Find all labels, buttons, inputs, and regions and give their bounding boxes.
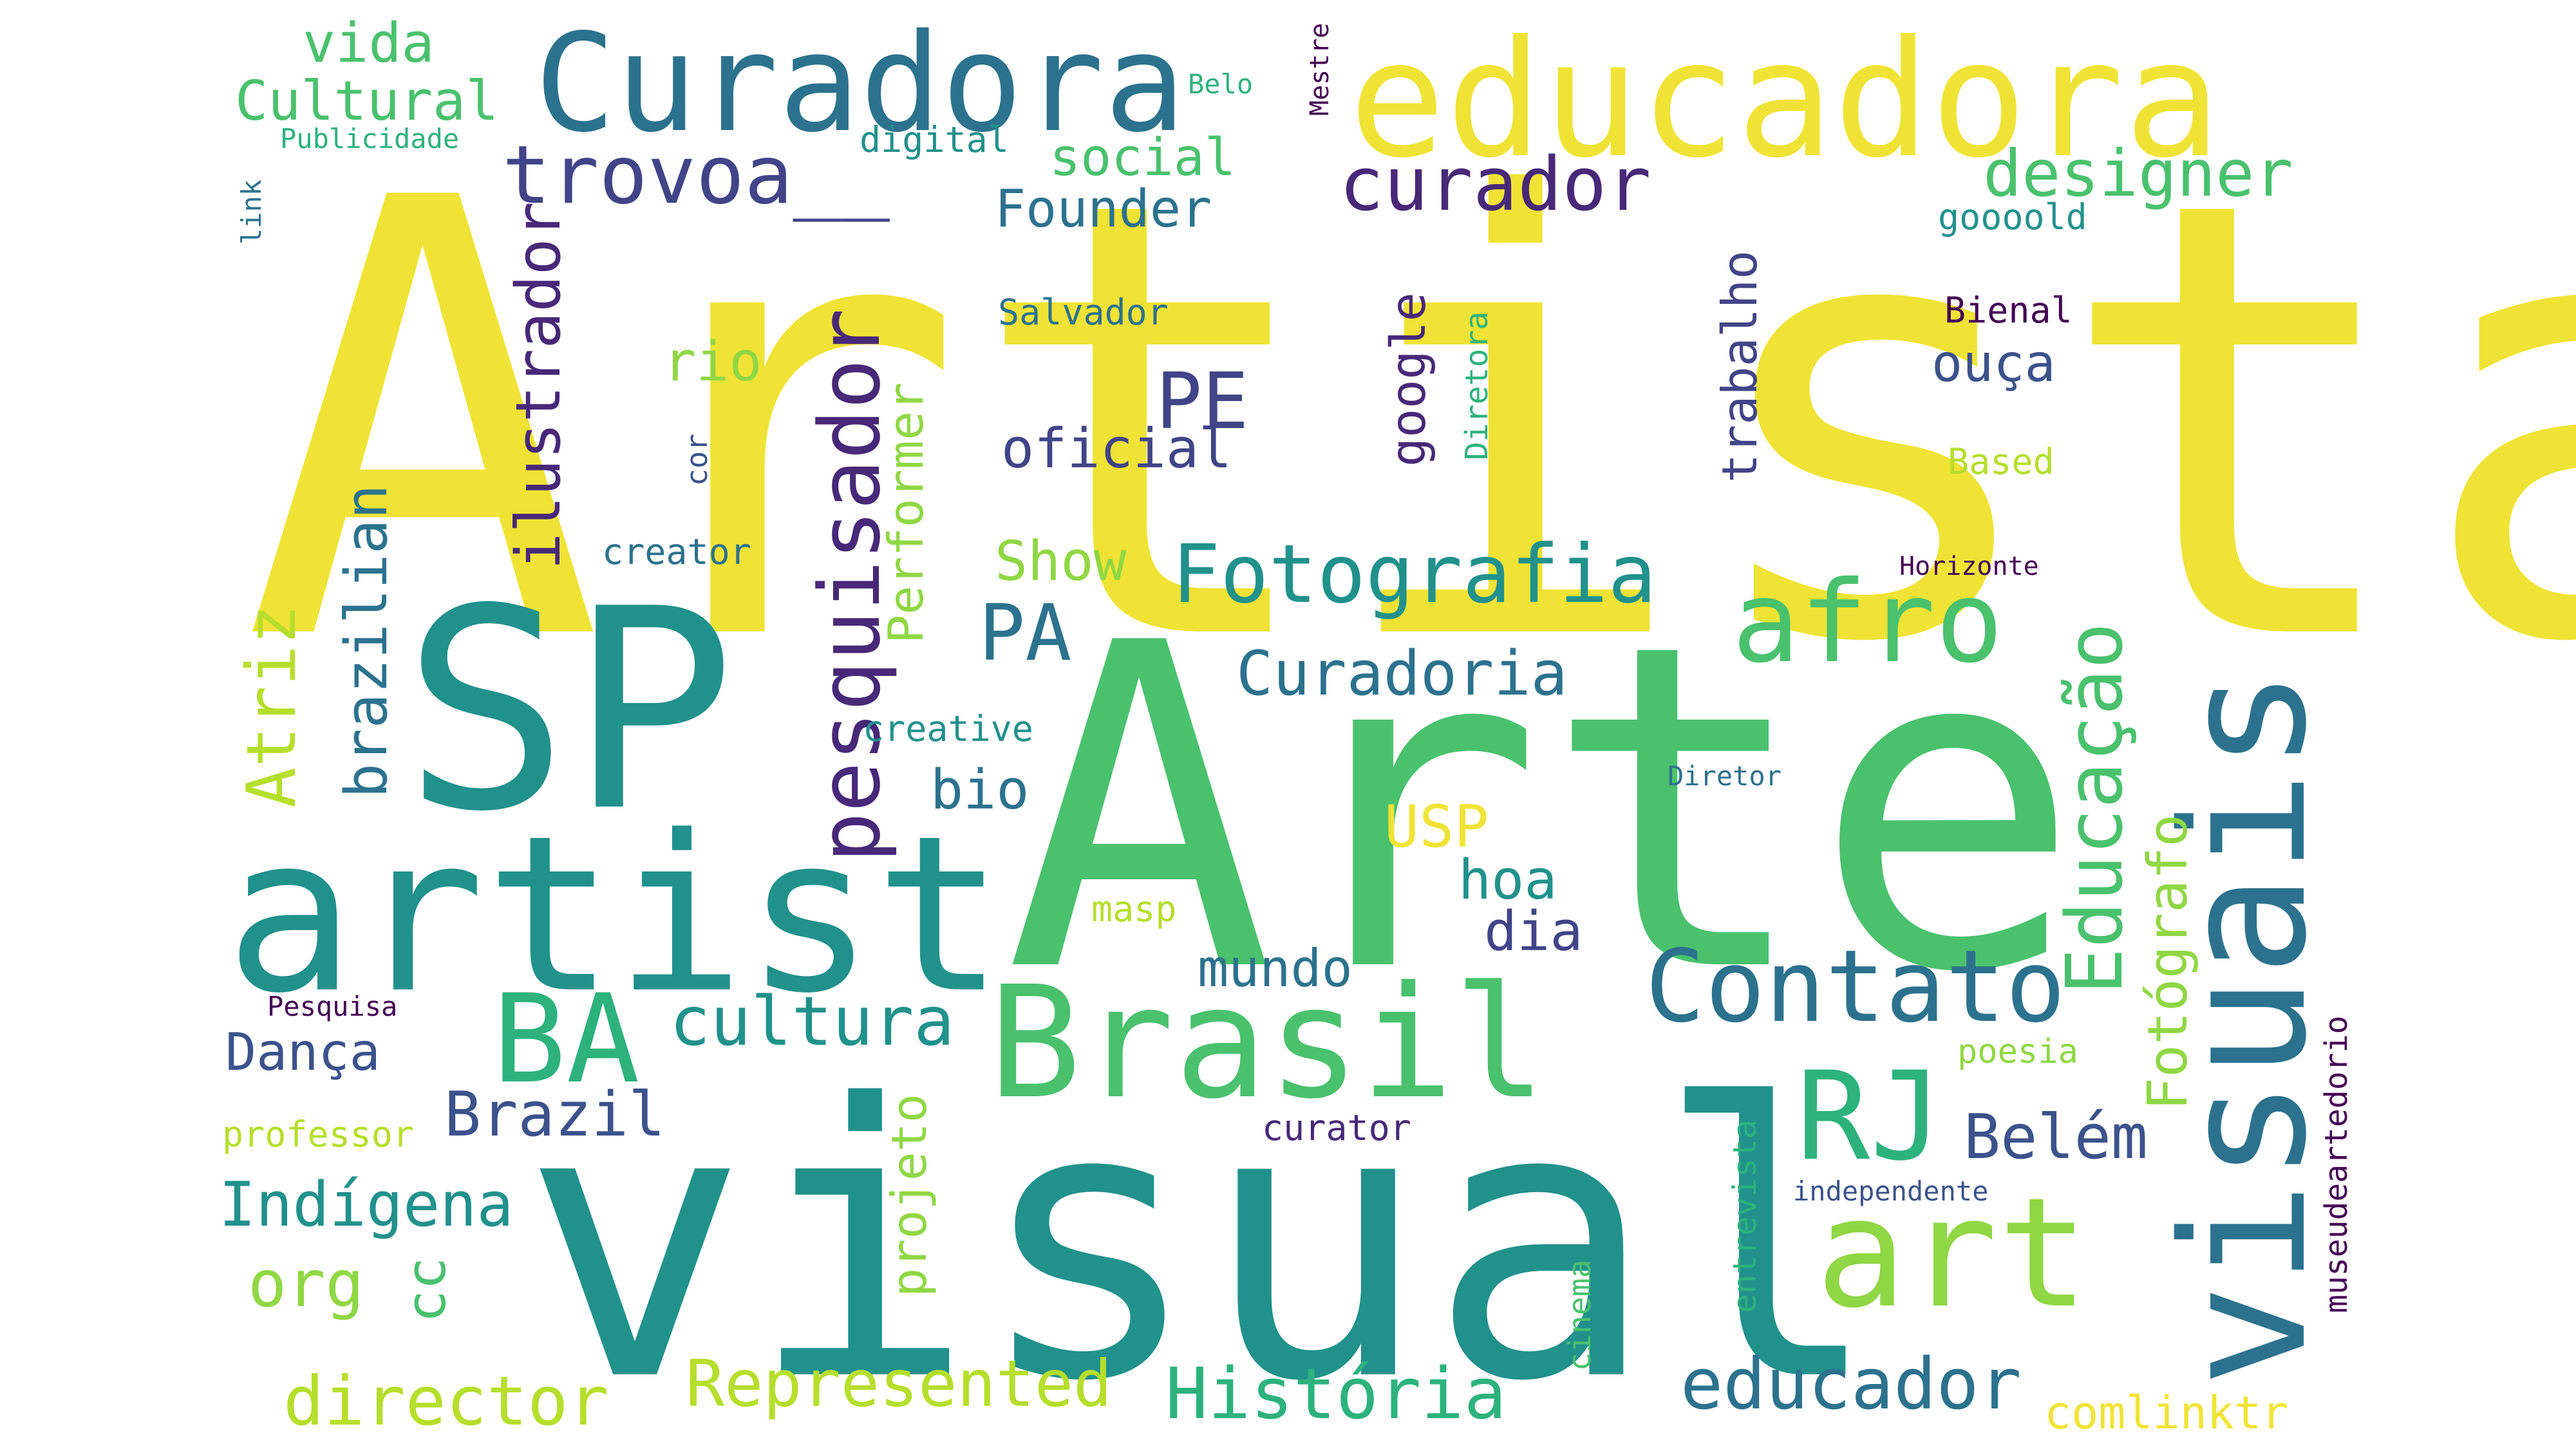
word-designer: designer — [1983, 136, 2293, 211]
word-art: art — [1816, 1166, 2089, 1341]
word-indigena: Indígena — [219, 1170, 514, 1240]
word-diretora: Diretora — [1459, 311, 1495, 460]
word-cultural: Cultural — [235, 70, 499, 133]
word-mestre: Mestre — [1305, 23, 1335, 117]
word-mundo: mundo — [1198, 939, 1353, 998]
word-cinema: cinema — [1562, 1259, 1598, 1371]
word-belem: Belém — [1964, 1102, 2148, 1173]
word-cor: cor — [680, 433, 714, 486]
word-professor: professor — [222, 1114, 415, 1155]
word-educador: educador — [1680, 1343, 2022, 1425]
word-curador: curador — [1339, 142, 1651, 228]
word-pesquisa: Pesquisa — [267, 991, 398, 1022]
word-educadora: educadora — [1349, 6, 2221, 193]
word-pe: PE — [1156, 357, 1249, 447]
word-arte: Arte — [1004, 549, 2082, 1070]
word-hoa: hoa — [1458, 848, 1557, 912]
word-founder: Founder — [995, 179, 1212, 239]
word-ba: BA — [493, 968, 640, 1110]
word-afro: afro — [1732, 557, 2004, 688]
word-rj: RJ — [1796, 1045, 1944, 1188]
word-fotografia: Fotografia — [1172, 528, 1657, 621]
word-oficial: oficial — [1001, 417, 1232, 481]
word-artist: artist — [225, 790, 1005, 1041]
word-rio: rio — [663, 330, 762, 394]
word-cc: cc — [395, 1257, 458, 1323]
word-poesia: poesia — [1957, 1033, 2078, 1071]
word-based: Based — [1948, 441, 2054, 482]
word-dia: dia — [1484, 900, 1583, 964]
word-trovoa: trovoa__ — [502, 129, 890, 222]
word-google: google — [1380, 292, 1436, 467]
word-danca: Dança — [225, 1022, 381, 1082]
word-cultura: cultura — [670, 982, 955, 1061]
word-entrevista: entrevista — [1726, 1119, 1763, 1313]
word-curator: curator — [1262, 1107, 1411, 1148]
word-visual: visual — [522, 1025, 1883, 1449]
word-goooold: goooold — [1938, 196, 2087, 238]
word-educacao: Educação — [2051, 622, 2140, 995]
word-curadora: Curadora — [534, 5, 1186, 162]
word-link: link — [236, 179, 267, 245]
word-atriz: Atriz — [232, 604, 311, 808]
word-projeto: projeto — [881, 1093, 937, 1297]
word-artista: Artista — [241, 73, 2576, 774]
word-belo: Belo — [1188, 68, 1254, 100]
word-diretor: Diretor — [1668, 760, 1782, 792]
word-represented: Represented — [686, 1346, 1113, 1421]
word-usp: USP — [1384, 793, 1489, 861]
word-museudeartedorio: museudeartedorio — [2318, 1015, 2355, 1313]
word-creator: creator — [602, 531, 751, 572]
word-publicidade: Publicidade — [280, 123, 460, 154]
word-pa: PA — [979, 589, 1072, 678]
word-brazilian: brazilian — [333, 484, 400, 798]
word-creative: creative — [863, 708, 1033, 749]
word-trabalho: trabalho — [1711, 250, 1768, 483]
word-independente: independente — [1793, 1175, 1989, 1207]
word-vida: vida — [303, 12, 435, 75]
word-salvador: Salvador — [998, 292, 1169, 333]
word-comlinktr: comlinktr — [2044, 1387, 2289, 1439]
word-social: social — [1049, 127, 1236, 187]
word-bio: bio — [930, 758, 1029, 822]
word-brasil: Brasil — [988, 953, 1547, 1133]
word-fotografo: Fotógrafo — [2136, 814, 2200, 1110]
word-historia: História — [1165, 1352, 1507, 1435]
word-sp: SP — [402, 550, 736, 872]
word-director: director — [283, 1362, 609, 1441]
word-contato: Contato — [1645, 928, 2066, 1045]
word-masp: masp — [1091, 888, 1177, 930]
word-org: org — [248, 1246, 364, 1322]
word-ilustrador: ilustrador — [503, 201, 574, 570]
word-performer: Performer — [878, 382, 934, 644]
word-ouca: ouça — [1932, 333, 2056, 393]
word-curadoria: Curadoria — [1236, 639, 1568, 709]
word-horizonte: Horizonte — [1899, 552, 2039, 581]
word-digital: digital — [860, 119, 1009, 160]
word-show: Show — [995, 530, 1127, 594]
word-brazil: Brazil — [444, 1080, 666, 1150]
word-bienal: Bienal — [1944, 290, 2073, 331]
